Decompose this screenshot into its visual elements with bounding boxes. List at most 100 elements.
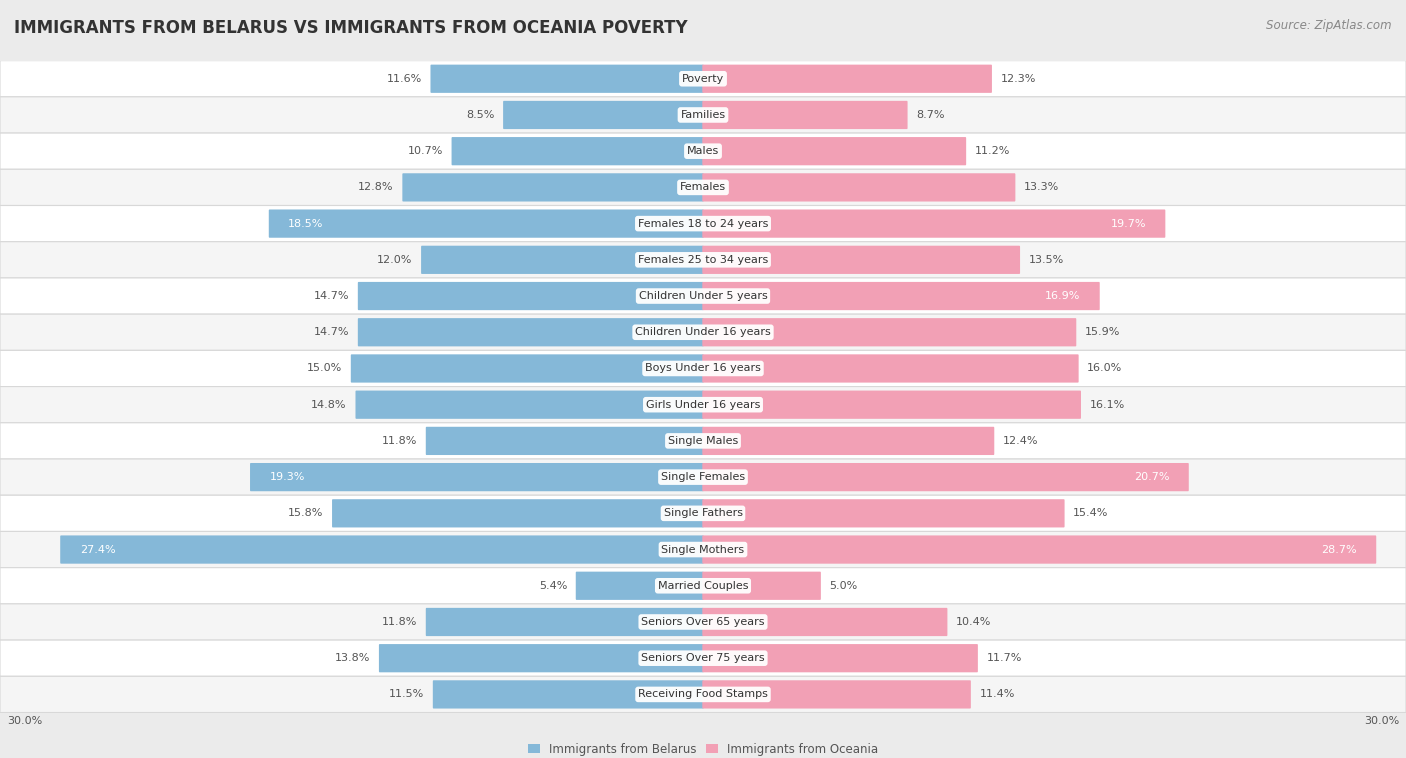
FancyBboxPatch shape [703,427,994,455]
Text: Receiving Food Stamps: Receiving Food Stamps [638,690,768,700]
Text: 5.0%: 5.0% [830,581,858,590]
FancyBboxPatch shape [0,314,1406,350]
FancyBboxPatch shape [703,390,1081,419]
Text: Single Fathers: Single Fathers [664,509,742,518]
Text: Married Couples: Married Couples [658,581,748,590]
Text: 30.0%: 30.0% [1364,716,1399,726]
FancyBboxPatch shape [703,282,1099,310]
Text: 15.0%: 15.0% [307,364,342,374]
FancyBboxPatch shape [433,680,704,709]
Text: 13.8%: 13.8% [335,653,370,663]
Text: Seniors Over 65 years: Seniors Over 65 years [641,617,765,627]
Text: Females 25 to 34 years: Females 25 to 34 years [638,255,768,265]
FancyBboxPatch shape [0,387,1406,423]
Text: 11.8%: 11.8% [382,617,418,627]
FancyBboxPatch shape [0,242,1406,278]
FancyBboxPatch shape [0,169,1406,205]
Text: 5.4%: 5.4% [538,581,567,590]
FancyBboxPatch shape [250,463,704,491]
Text: Seniors Over 75 years: Seniors Over 75 years [641,653,765,663]
Text: 15.9%: 15.9% [1085,327,1121,337]
Text: Females 18 to 24 years: Females 18 to 24 years [638,218,768,229]
Text: Poverty: Poverty [682,74,724,83]
FancyBboxPatch shape [0,97,1406,133]
Text: 12.8%: 12.8% [359,183,394,193]
FancyBboxPatch shape [703,500,1064,528]
FancyBboxPatch shape [422,246,704,274]
FancyBboxPatch shape [451,137,704,165]
Text: Boys Under 16 years: Boys Under 16 years [645,364,761,374]
FancyBboxPatch shape [703,535,1376,564]
FancyBboxPatch shape [0,423,1406,459]
FancyBboxPatch shape [703,608,948,636]
FancyBboxPatch shape [426,608,704,636]
Text: 19.3%: 19.3% [270,472,305,482]
FancyBboxPatch shape [703,318,1077,346]
FancyBboxPatch shape [0,676,1406,713]
Text: 16.1%: 16.1% [1090,399,1125,409]
Text: 14.8%: 14.8% [311,399,347,409]
FancyBboxPatch shape [703,137,966,165]
Text: 11.8%: 11.8% [382,436,418,446]
FancyBboxPatch shape [380,644,704,672]
Text: 11.2%: 11.2% [974,146,1010,156]
FancyBboxPatch shape [0,459,1406,495]
Text: Single Males: Single Males [668,436,738,446]
FancyBboxPatch shape [0,350,1406,387]
Text: 11.5%: 11.5% [389,690,425,700]
Text: 16.9%: 16.9% [1045,291,1080,301]
FancyBboxPatch shape [0,61,1406,97]
FancyBboxPatch shape [359,282,704,310]
FancyBboxPatch shape [703,572,821,600]
Text: 10.7%: 10.7% [408,146,443,156]
Text: 19.7%: 19.7% [1111,218,1146,229]
FancyBboxPatch shape [352,354,704,383]
Text: 27.4%: 27.4% [80,544,115,555]
Text: 13.3%: 13.3% [1024,183,1059,193]
FancyBboxPatch shape [703,64,993,93]
Text: 30.0%: 30.0% [7,716,42,726]
FancyBboxPatch shape [359,318,704,346]
FancyBboxPatch shape [703,174,1015,202]
Text: 18.5%: 18.5% [288,218,323,229]
FancyBboxPatch shape [332,500,704,528]
FancyBboxPatch shape [703,209,1166,238]
Text: 28.7%: 28.7% [1322,544,1357,555]
Text: 13.5%: 13.5% [1029,255,1064,265]
Text: 12.0%: 12.0% [377,255,412,265]
Text: Source: ZipAtlas.com: Source: ZipAtlas.com [1267,19,1392,32]
FancyBboxPatch shape [426,427,704,455]
FancyBboxPatch shape [0,278,1406,314]
Text: 8.5%: 8.5% [465,110,495,120]
Text: 16.0%: 16.0% [1087,364,1122,374]
FancyBboxPatch shape [269,209,704,238]
Text: Single Females: Single Females [661,472,745,482]
FancyBboxPatch shape [0,133,1406,169]
FancyBboxPatch shape [576,572,704,600]
FancyBboxPatch shape [0,604,1406,640]
FancyBboxPatch shape [0,495,1406,531]
Text: Females: Females [681,183,725,193]
Text: Children Under 16 years: Children Under 16 years [636,327,770,337]
Text: 8.7%: 8.7% [917,110,945,120]
Text: 20.7%: 20.7% [1133,472,1170,482]
Legend: Immigrants from Belarus, Immigrants from Oceania: Immigrants from Belarus, Immigrants from… [527,743,879,756]
FancyBboxPatch shape [703,101,908,129]
FancyBboxPatch shape [60,535,704,564]
FancyBboxPatch shape [0,568,1406,604]
Text: 14.7%: 14.7% [314,327,349,337]
FancyBboxPatch shape [0,205,1406,242]
Text: Children Under 5 years: Children Under 5 years [638,291,768,301]
FancyBboxPatch shape [0,640,1406,676]
Text: 12.4%: 12.4% [1002,436,1039,446]
FancyBboxPatch shape [356,390,704,419]
FancyBboxPatch shape [703,246,1021,274]
FancyBboxPatch shape [703,354,1078,383]
FancyBboxPatch shape [430,64,704,93]
FancyBboxPatch shape [703,463,1189,491]
Text: 12.3%: 12.3% [1001,74,1036,83]
Text: Girls Under 16 years: Girls Under 16 years [645,399,761,409]
Text: IMMIGRANTS FROM BELARUS VS IMMIGRANTS FROM OCEANIA POVERTY: IMMIGRANTS FROM BELARUS VS IMMIGRANTS FR… [14,19,688,37]
Text: 11.6%: 11.6% [387,74,422,83]
Text: 15.4%: 15.4% [1073,509,1108,518]
